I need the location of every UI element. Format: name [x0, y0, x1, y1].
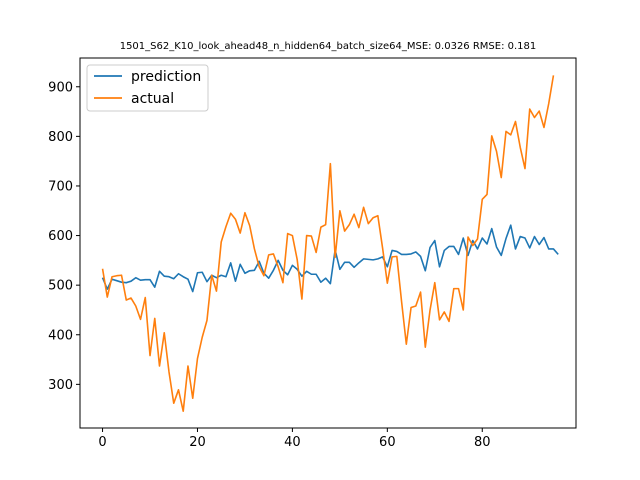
legend-label-actual: actual	[131, 91, 174, 107]
plot-area	[80, 58, 576, 428]
x-tick-label: 20	[189, 435, 206, 450]
y-tick-label: 800	[48, 130, 73, 145]
x-tick-label: 60	[379, 435, 396, 450]
axes-layer: 0 20 40 60 80 300 400 500 600 700 800 900	[48, 80, 490, 450]
y-tick-label: 600	[48, 229, 73, 244]
y-tick-label: 900	[48, 80, 73, 95]
y-tick-label: 300	[48, 378, 73, 393]
chart-title: 1501_S62_K10_look_ahead48_n_hidden64_bat…	[120, 41, 537, 52]
y-tick-label: 500	[48, 279, 73, 294]
series-layer	[101, 75, 559, 412]
plot-frame	[79, 57, 577, 429]
y-tick-label: 400	[48, 328, 73, 343]
legend: prediction actual	[86, 64, 209, 112]
x-tick-label: 80	[474, 435, 491, 450]
x-tick-label: 40	[284, 435, 301, 450]
legend-label-prediction: prediction	[131, 69, 201, 85]
series-line-actual	[101, 75, 555, 412]
x-tick-label: 0	[98, 435, 106, 450]
series-line-prediction	[101, 224, 559, 293]
y-tick-label: 700	[48, 179, 73, 194]
